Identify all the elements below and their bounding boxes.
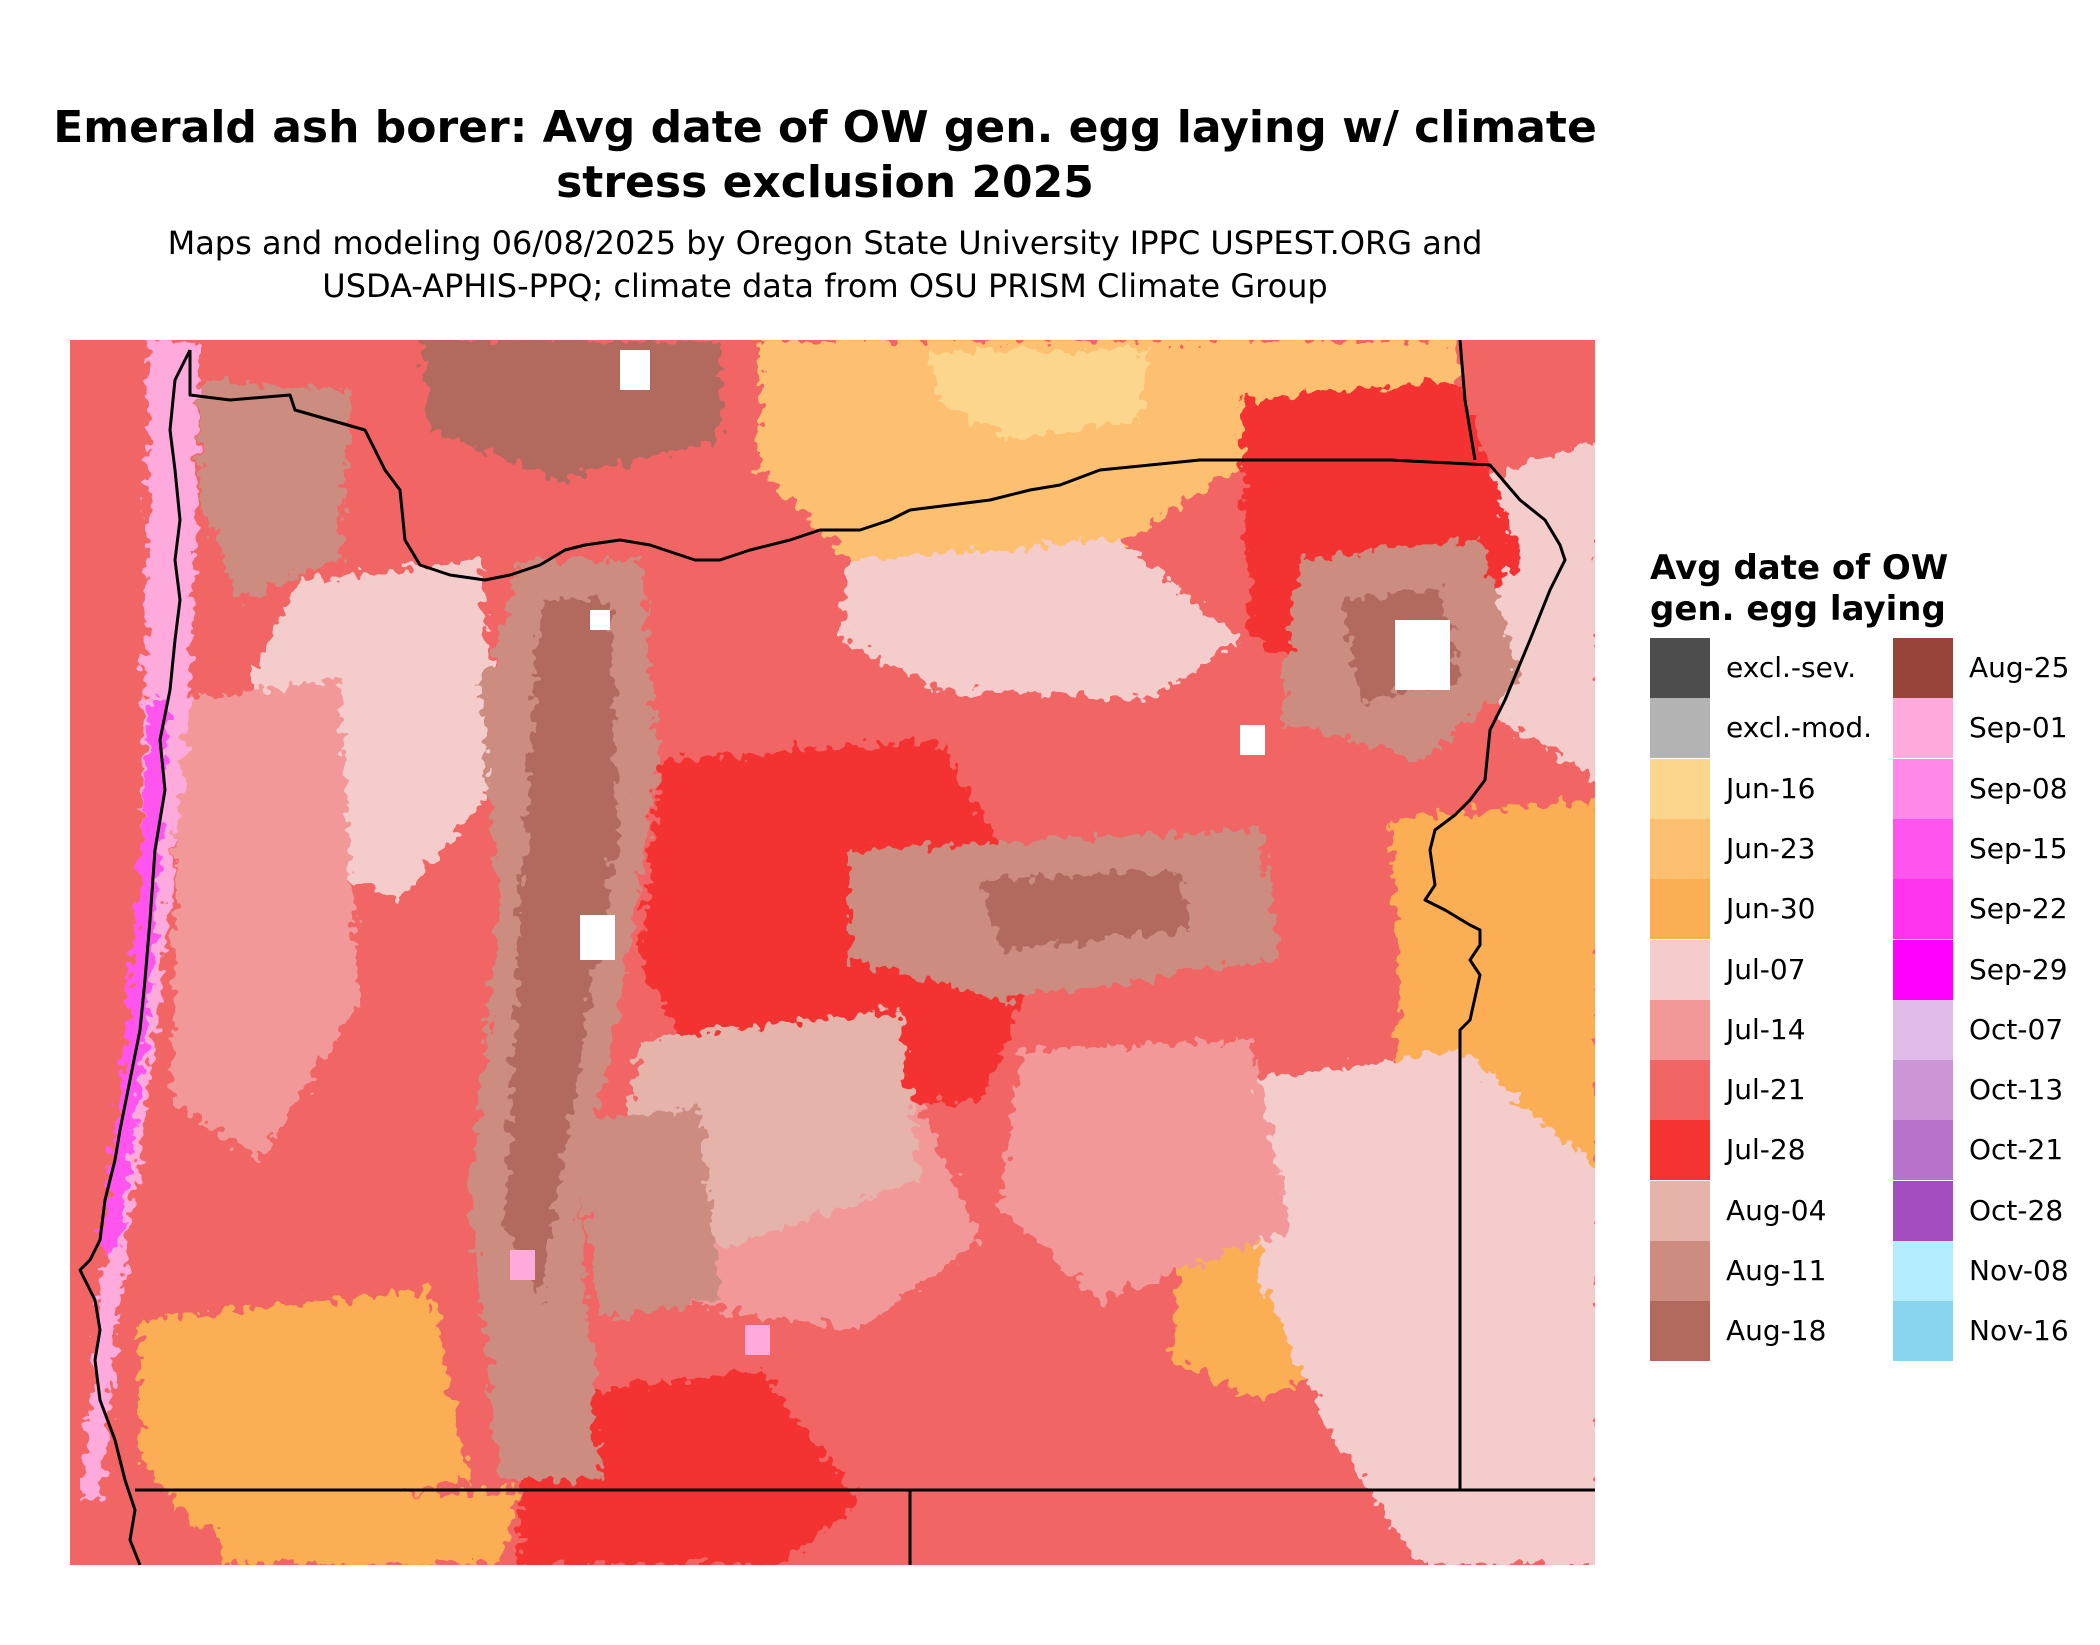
zone-jul07-east	[1250, 1050, 1595, 1565]
legend-swatch	[1893, 1180, 1953, 1241]
peak-sisters	[580, 915, 615, 960]
peak-strawberry	[1240, 725, 1265, 755]
legend-label: Jun-16	[1726, 771, 1816, 805]
peak-crater	[510, 1250, 535, 1280]
legend-label: Sep-29	[1969, 952, 2068, 986]
legend-title: Avg date of OW gen. egg laying	[1650, 548, 1949, 629]
peak-wallowa	[1395, 620, 1450, 690]
legend-label: Sep-15	[1969, 831, 2068, 865]
legend-label: Sep-22	[1969, 892, 2068, 926]
zone-coast-range	[200, 380, 350, 600]
legend-label: Aug-18	[1726, 1314, 1827, 1348]
oregon-coast	[78, 349, 192, 1566]
legend-swatch	[1650, 1241, 1710, 1301]
legend-swatch	[1650, 758, 1710, 819]
legend-swatch	[1893, 999, 1953, 1060]
map-title: Emerald ash borer: Avg date of OW gen. e…	[53, 102, 1597, 208]
zone-jul28-south	[520, 1370, 860, 1565]
legend-label: Aug-04	[1726, 1193, 1827, 1227]
legend-label: Jun-30	[1726, 892, 1816, 926]
zone-jun-south	[220, 1490, 520, 1565]
legend-swatch	[1650, 818, 1710, 879]
legend-swatch	[1893, 1241, 1953, 1301]
legend-label: Oct-07	[1969, 1012, 2064, 1046]
zone-cascades-core	[505, 600, 620, 1300]
map-raster	[70, 340, 1595, 1565]
legend-label: Nov-08	[1969, 1254, 2069, 1287]
legend-swatch	[1650, 638, 1710, 698]
peak-jefferson	[590, 610, 610, 630]
legend-swatch	[1650, 999, 1710, 1060]
legend-swatch	[1650, 698, 1710, 759]
legend-label: Oct-21	[1969, 1133, 2064, 1167]
legend-swatch	[1893, 879, 1953, 940]
legend-label: Sep-08	[1969, 771, 2068, 805]
zone-jul14-c	[1000, 1040, 1290, 1300]
legend-label: Jul-28	[1726, 1133, 1806, 1167]
zone-jun-pale	[930, 350, 1150, 440]
legend-swatch	[1650, 1180, 1710, 1241]
peak-hood	[620, 350, 650, 390]
zone-south-central	[570, 1110, 720, 1320]
idaho-border	[1458, 339, 1477, 461]
legend-label: Jun-23	[1726, 831, 1816, 865]
legend-swatch	[1893, 698, 1953, 759]
legend-swatch	[1650, 879, 1710, 940]
zone-jun-southwest	[140, 1290, 470, 1530]
legend-swatch	[1650, 1120, 1710, 1181]
legend-swatch	[1893, 1060, 1953, 1121]
zone-jul07-central	[840, 540, 1240, 700]
legend-label: Aug-25	[1969, 651, 2070, 684]
legend-swatch	[1650, 939, 1710, 1000]
legend-label: Jul-14	[1726, 1012, 1806, 1046]
oregon-outline	[188, 350, 1567, 1490]
legend-label: Sep-01	[1969, 711, 2068, 745]
state-boundaries	[78, 339, 1595, 1566]
legend-label: Nov-16	[1969, 1314, 2069, 1348]
zone-jul14-a	[170, 680, 360, 1160]
legend-label: Oct-13	[1969, 1073, 2064, 1107]
zone-mid-aug-dark	[980, 870, 1190, 950]
legend-label: Aug-11	[1726, 1254, 1827, 1287]
legend-swatch	[1893, 758, 1953, 819]
legend-swatch	[1893, 638, 1953, 698]
legend-label: Jul-07	[1726, 952, 1806, 986]
legend-swatch	[1650, 1301, 1710, 1362]
legend-label: Oct-28	[1969, 1193, 2064, 1227]
peak-south	[745, 1325, 770, 1355]
legend-swatch	[1893, 818, 1953, 879]
legend-swatch	[1893, 1301, 1953, 1362]
legend-label: excl.-mod.	[1726, 711, 1873, 745]
legend-swatch	[1650, 1060, 1710, 1121]
map-subtitle: Maps and modeling 06/08/2025 by Oregon S…	[167, 224, 1483, 305]
snow-peaks	[510, 350, 1450, 1355]
zone-coast-magenta	[100, 700, 170, 1250]
legend-label: Jul-21	[1726, 1073, 1806, 1107]
zone-jul28-center	[640, 740, 1050, 1120]
legend-swatch	[1893, 1120, 1953, 1181]
legend-swatch	[1893, 939, 1953, 1000]
legend-label: excl.-sev.	[1726, 651, 1857, 684]
